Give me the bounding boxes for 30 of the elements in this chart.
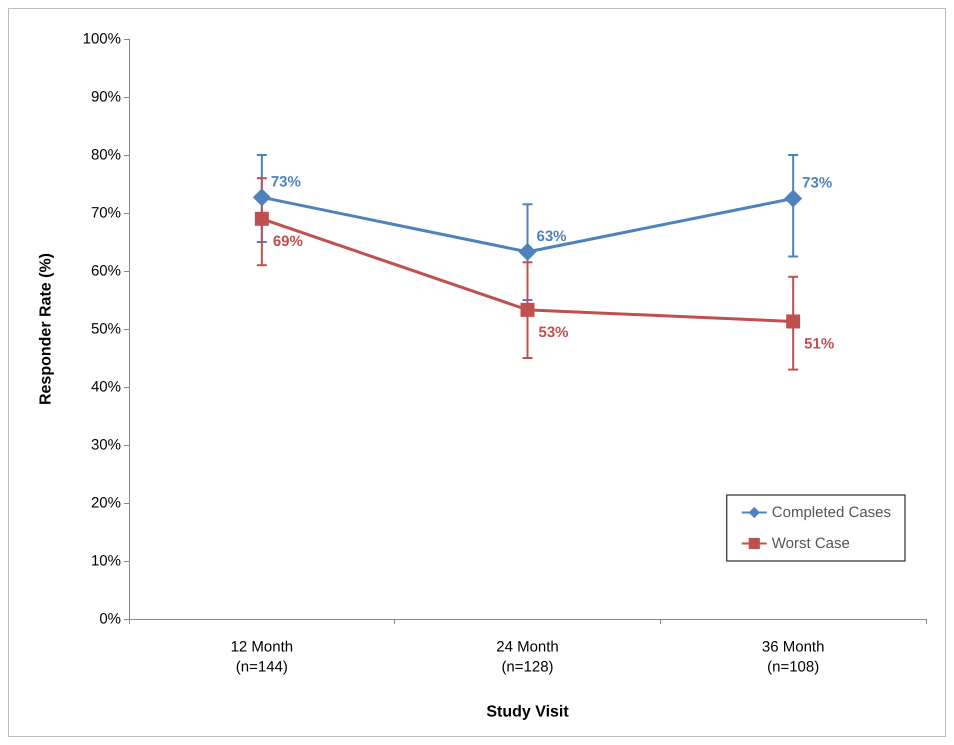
data-label: 63% — [536, 228, 567, 245]
data-label: 53% — [538, 324, 569, 341]
x-axis-title: Study Visit — [486, 704, 570, 720]
x-tick-label: 12 Month (n=144) — [230, 638, 294, 676]
y-tick-label: 40% — [90, 378, 121, 396]
y-tick-label: 0% — [99, 610, 121, 628]
y-tick-label: 10% — [90, 552, 121, 570]
y-tick-label: 20% — [90, 494, 121, 512]
legend-label: Worst Case — [772, 535, 850, 552]
y-tick-label: 30% — [90, 436, 121, 454]
y-axis-title: Responder Rate (%) — [38, 252, 54, 406]
y-tick-label: 100% — [82, 30, 121, 48]
y-tick-label: 70% — [90, 204, 121, 222]
x-tick-label: 24 Month (n=128) — [496, 638, 559, 676]
legend-label: Completed Cases — [772, 504, 892, 521]
point — [252, 188, 271, 206]
point — [786, 314, 800, 328]
y-tick-label: 50% — [90, 320, 121, 338]
x-tick-label: 36 Month (n=108) — [762, 638, 824, 676]
y-tick-label: 90% — [90, 88, 121, 106]
point — [520, 302, 534, 317]
y-tick-label: 80% — [90, 146, 121, 164]
data-label: 51% — [804, 335, 834, 352]
data-label: 73% — [270, 173, 301, 190]
point — [518, 242, 536, 261]
y-tick-label: 60% — [90, 262, 121, 280]
data-label: 73% — [802, 174, 832, 192]
point — [784, 190, 802, 208]
point — [254, 212, 269, 226]
data-label: 69% — [272, 232, 303, 250]
